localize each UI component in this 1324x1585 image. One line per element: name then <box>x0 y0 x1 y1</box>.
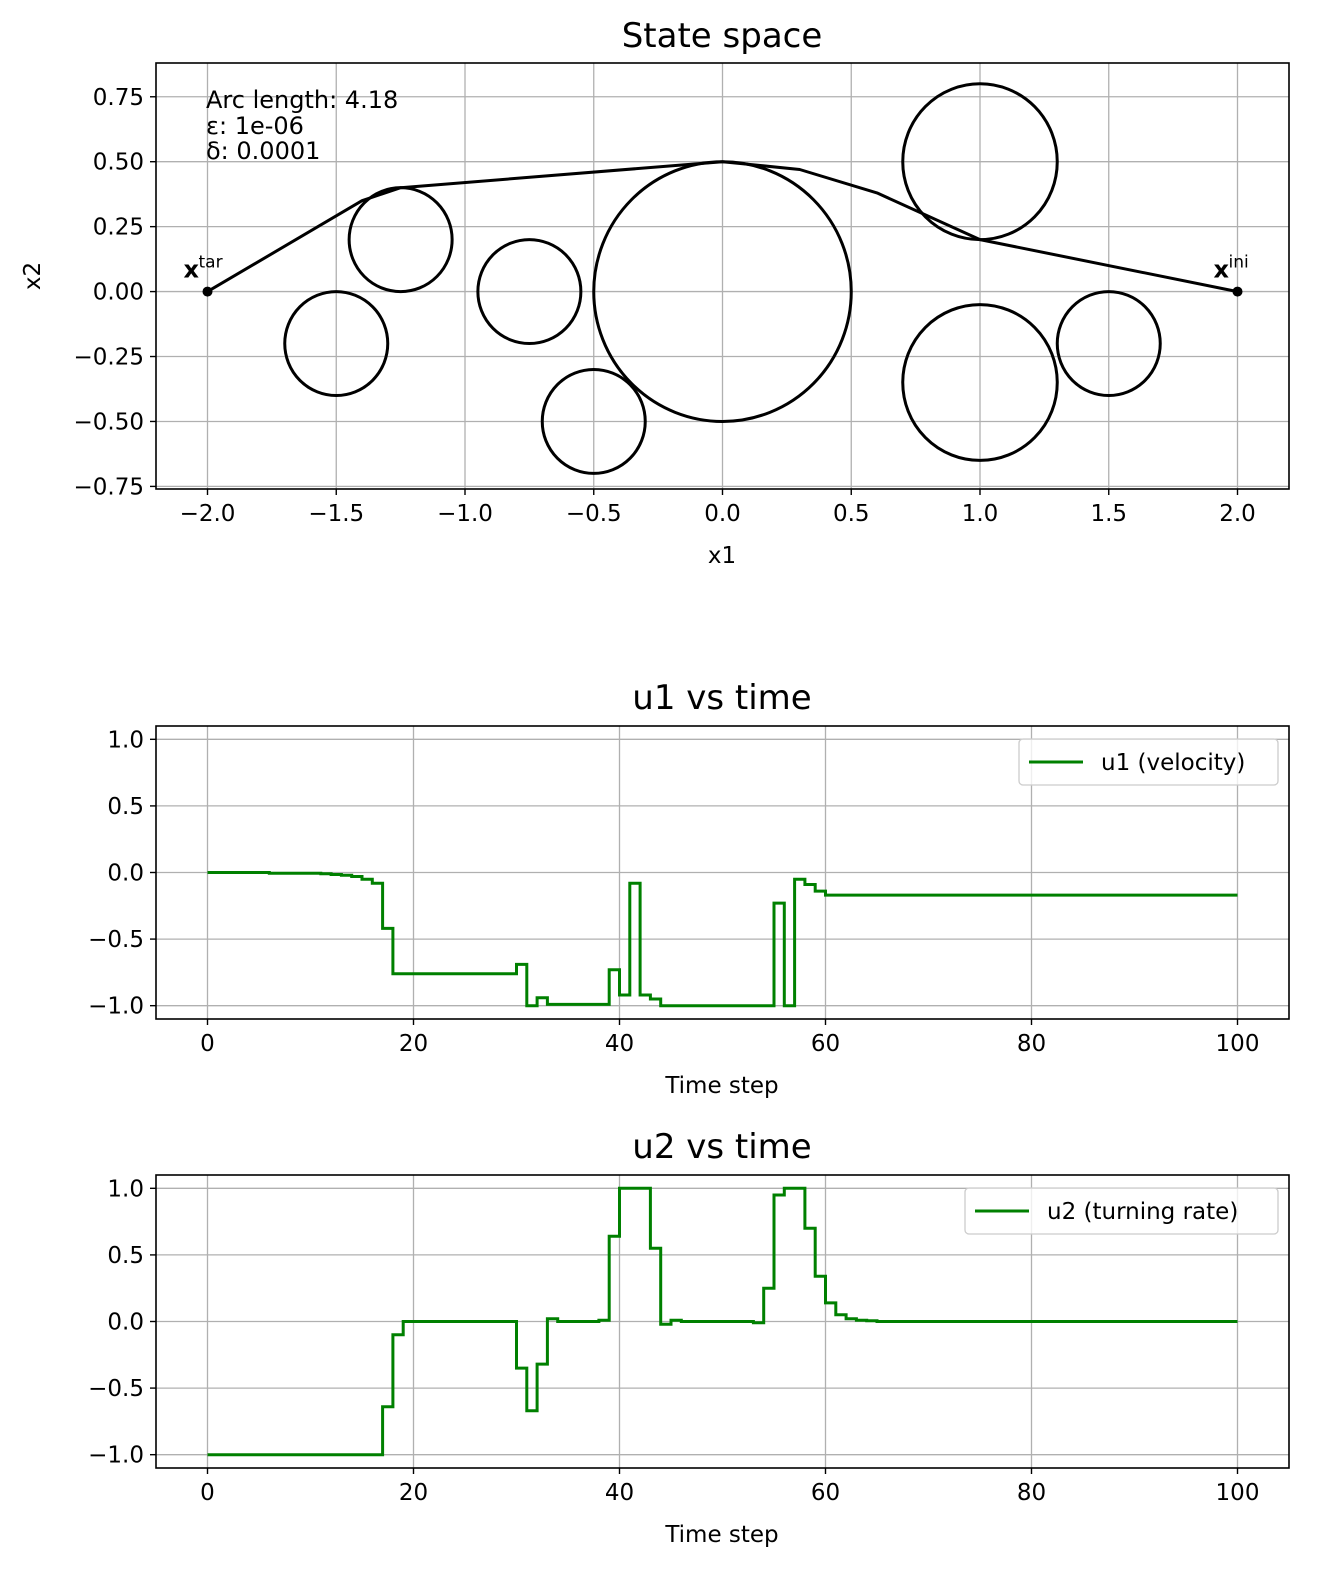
x-tick-label: 100 <box>1216 1031 1260 1057</box>
x-tick-label: 60 <box>811 1480 840 1506</box>
x-tick-label: −0.5 <box>566 501 622 527</box>
u1-panel: u1 vs time 0 20 40 60 80 100 −1.0 −0.5 0.0 0.5 1.… <box>88 678 1290 1099</box>
annotation-epsilon: ε: 1e-06 <box>206 112 304 140</box>
y-tick-label: 0.75 <box>93 85 144 111</box>
y-tick-label: 0.00 <box>93 280 144 306</box>
endpoint-markers: x tar x ini <box>184 253 1249 297</box>
state-space-y-label: x2 <box>20 262 46 290</box>
y-tick-label: 1.0 <box>107 1176 144 1202</box>
state-space-y-ticks: −0.75 −0.50 −0.25 0.00 0.25 0.50 0.75 <box>74 85 156 500</box>
state-space-x-label: x1 <box>708 543 736 569</box>
y-tick-label: −0.25 <box>74 345 144 371</box>
u2-x-ticks: 0 20 40 60 80 100 <box>200 1468 1259 1506</box>
u2-legend-box <box>964 1187 1279 1235</box>
u2-series <box>207 1186 1238 1457</box>
x-tick-label: 40 <box>605 1480 634 1506</box>
endpoint-label: x <box>184 256 200 284</box>
y-tick-label: −0.5 <box>88 1376 144 1402</box>
y-tick-label: 0.25 <box>93 215 144 241</box>
u2-panel: u2 vs time 0 20 40 60 80 100 −1.0 −0.5 0.0 0.5 1.… <box>88 1127 1290 1548</box>
x-tick-label: 80 <box>1017 1031 1046 1057</box>
state-space-grid <box>156 63 1289 489</box>
y-tick-label: 1.0 <box>107 727 144 753</box>
obstacle-circle <box>540 368 647 475</box>
x-tick-label: 60 <box>811 1031 840 1057</box>
u1-series <box>207 871 1238 1008</box>
state-space-x-ticks: −2.0 −1.5 −1.0 −0.5 0.0 0.5 1.0 1.5 2.0 <box>180 489 1256 527</box>
y-tick-label: 0.0 <box>107 861 144 887</box>
obstacle-circle <box>283 290 390 397</box>
u1-title: u1 vs time <box>632 678 811 718</box>
x-tick-label: 0 <box>200 1480 215 1506</box>
u2-title: u2 vs time <box>632 1127 811 1167</box>
state-space-title: State space <box>622 16 823 56</box>
y-tick-label: −0.50 <box>74 409 144 435</box>
endpoint-marker <box>202 286 213 297</box>
u2-legend-label: u2 (turning rate) <box>1047 1199 1238 1225</box>
u2-legend: u2 (turning rate) <box>964 1187 1279 1235</box>
y-tick-label: 0.50 <box>93 150 144 176</box>
annotation-arc-length: Arc length: 4.18 <box>206 86 398 114</box>
y-tick-label: −1.0 <box>88 1443 144 1469</box>
endpoint-label-superscript: tar <box>199 253 223 273</box>
x-tick-label: 1.0 <box>962 501 999 527</box>
endpoint-marker <box>1232 286 1243 297</box>
u1-legend-label: u1 (velocity) <box>1101 750 1245 776</box>
x-tick-label: −1.5 <box>308 501 364 527</box>
y-tick-label: 0.0 <box>107 1310 144 1336</box>
obstacle-circle <box>476 238 583 346</box>
u1-x-ticks: 0 20 40 60 80 100 <box>200 1019 1259 1057</box>
x-tick-label: 0 <box>200 1031 215 1057</box>
x-tick-label: 0.0 <box>704 501 741 527</box>
u2-x-label: Time step <box>664 1522 778 1548</box>
x-tick-label: 100 <box>1216 1480 1260 1506</box>
trajectory-path <box>206 160 1238 294</box>
obstacle-circle <box>901 303 1059 462</box>
series-line <box>207 871 1238 1008</box>
u1-x-label: Time step <box>664 1073 778 1099</box>
obstacle-circle <box>347 186 454 294</box>
y-tick-label: −1.0 <box>88 994 144 1020</box>
y-tick-label: −0.75 <box>74 474 144 500</box>
x-tick-label: 1.5 <box>1090 501 1127 527</box>
x-tick-label: −1.0 <box>437 501 493 527</box>
trajectory-line <box>206 160 1238 294</box>
state-space-panel: State space x tar x ini −2.0 −1.5 −1.0 −0.5 0.0… <box>20 16 1290 569</box>
u1-grid <box>156 726 1289 1019</box>
x-tick-label: 20 <box>399 1031 428 1057</box>
y-tick-label: 0.5 <box>107 1243 144 1269</box>
endpoint-label: x <box>1214 256 1230 284</box>
u1-legend: u1 (velocity) <box>1018 738 1279 786</box>
x-tick-label: 40 <box>605 1031 634 1057</box>
y-tick-label: 0.5 <box>107 794 144 820</box>
u1-y-ticks: −1.0 −0.5 0.0 0.5 1.0 <box>88 727 156 1020</box>
series-line <box>207 1186 1238 1457</box>
u2-y-ticks: −1.0 −0.5 0.0 0.5 1.0 <box>88 1176 156 1469</box>
x-tick-label: 20 <box>399 1480 428 1506</box>
obstacle-circle <box>1055 290 1162 397</box>
x-tick-label: −2.0 <box>180 501 236 527</box>
y-tick-label: −0.5 <box>88 927 144 953</box>
obstacle-circles <box>283 82 1162 475</box>
x-tick-label: 2.0 <box>1219 501 1256 527</box>
endpoint-label-superscript: ini <box>1229 253 1249 273</box>
u1-legend-box <box>1018 738 1279 786</box>
x-tick-label: 0.5 <box>833 501 870 527</box>
annotation-delta: δ: 0.0001 <box>206 137 320 165</box>
x-tick-label: 80 <box>1017 1480 1046 1506</box>
